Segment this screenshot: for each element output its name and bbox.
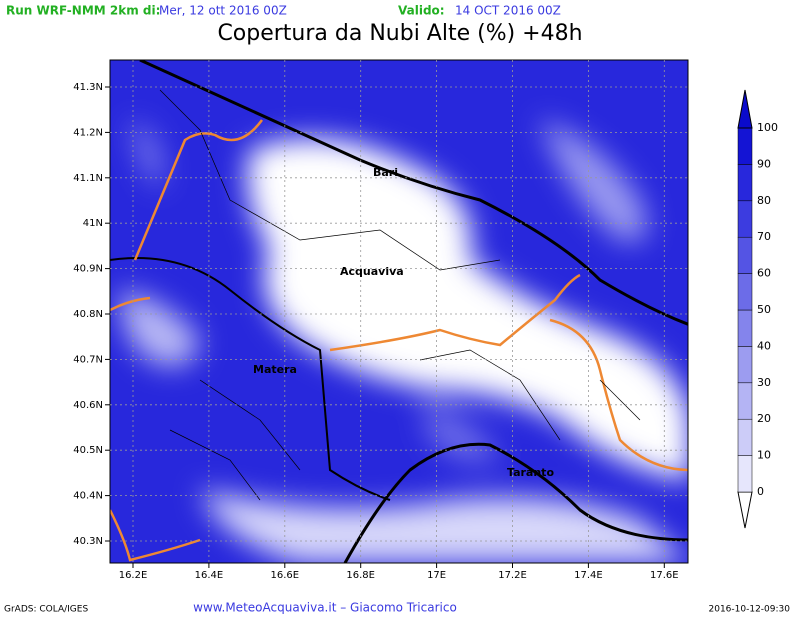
footer-center: www.MeteoAcquaviva.it – Giacomo Tricaric… [193,601,457,615]
valid-date: 14 OCT 2016 00Z [455,4,561,18]
y-tick-label: 40.7N [73,354,103,365]
colorbar-swatch [737,164,753,202]
y-tick-label: 40.3N [73,536,103,547]
y-tick-label: 40.6N [73,400,103,411]
colorbar-swatch [737,309,753,347]
y-tick-label: 40.8N [73,309,103,320]
y-tick-label: 40.5N [73,445,103,456]
colorbar-label: 40 [757,339,771,352]
colorbar-swatch [737,236,753,274]
colorbar-swatch [737,455,753,493]
colorbar-label: 30 [757,376,771,389]
place-label: Taranto [507,466,554,479]
colorbar-swatch [737,382,753,420]
colorbar-label: 80 [757,194,771,207]
run-label: Run WRF-NMM 2km di: [6,4,160,18]
place-label: Bari [373,166,398,179]
colorbar-label: 50 [757,303,771,316]
x-tick-label: 16.4E [195,570,224,581]
y-tick-label: 41.2N [73,127,103,138]
y-tick-label: 40.9N [73,264,103,275]
y-tick-label: 41.3N [73,82,103,93]
colorbar-swatch [737,200,753,238]
x-tick-label: 16.8E [346,570,375,581]
colorbar-swatch [737,273,753,311]
colorbar-label: 20 [757,412,771,425]
colorbar-swatch [737,418,753,456]
place-label: Acquaviva [340,265,404,278]
valid-label: Valido: [398,4,445,18]
colorbar-cap-top [737,89,753,129]
y-tick-label: 40.4N [73,491,103,502]
colorbar-label: 100 [757,121,778,134]
footer-right: 2016-10-12-09:30 [709,605,791,615]
place-label: Matera [253,363,297,376]
map-field [110,60,688,563]
colorbar-label: 90 [757,157,771,170]
x-tick-label: 17.6E [650,570,679,581]
map-frame [109,59,689,564]
y-tick-label: 41N [83,218,103,229]
colorbar-label: 60 [757,267,771,280]
axes: 16.2E 16.4E 16.6E 16.8E 17E 17.2E 17.4E 17.6E 41… [73,60,688,581]
x-tick-label: 16.6E [271,570,300,581]
title: Copertura da Nubi Alte (%) +48h [217,21,582,46]
x-tick-label: 17.2E [498,570,527,581]
x-tick-label: 17E [427,570,446,581]
colorbar-cap-bottom [737,491,753,529]
y-tick-label: 41.1N [73,173,103,184]
colorbar-label: 70 [757,230,771,243]
colorbar-label: 10 [757,449,771,462]
colorbar-swatch [737,127,753,165]
x-tick-label: 17.4E [574,570,603,581]
colorbar-label: 0 [757,485,764,498]
run-date: Mer, 12 ott 2016 00Z [159,4,287,18]
colorbar-swatch [737,346,753,384]
footer-left: GrADS: COLA/IGES [4,605,88,615]
x-tick-label: 16.2E [119,570,148,581]
places: Bari Acquaviva Matera Taranto [253,166,554,479]
